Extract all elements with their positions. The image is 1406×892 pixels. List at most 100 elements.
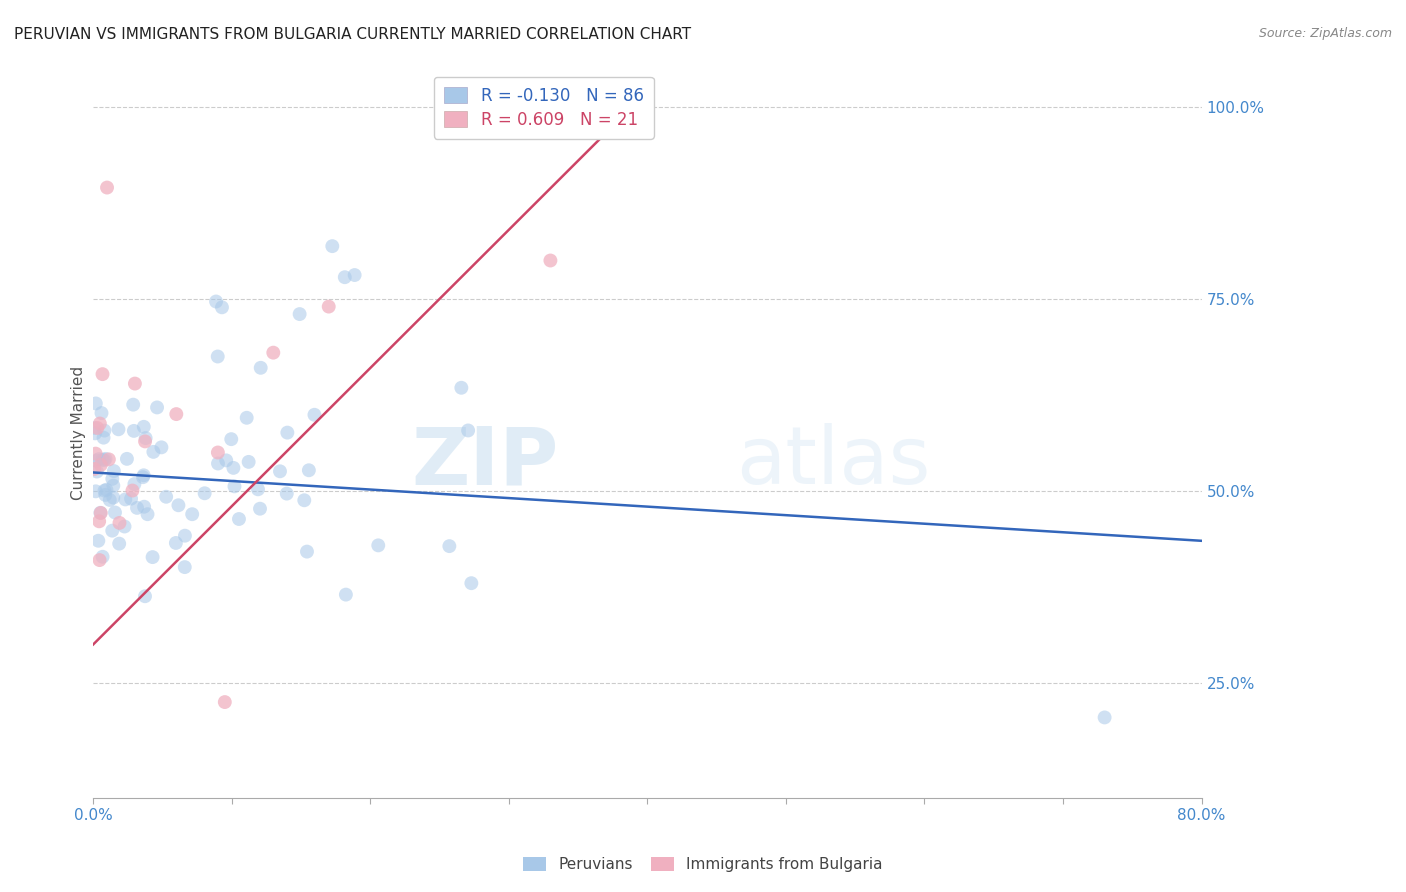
Point — [124, 477, 146, 491]
Point — [84, 426, 107, 441]
Point — [439, 539, 461, 553]
Point — [84, 484, 107, 499]
Point — [93, 424, 115, 438]
Point — [115, 451, 138, 466]
Point — [132, 419, 155, 434]
Point — [90, 506, 112, 520]
Point — [304, 408, 326, 422]
Point — [288, 307, 311, 321]
Point — [89, 553, 111, 567]
Point — [121, 483, 143, 498]
Point — [450, 381, 472, 395]
Point — [93, 483, 115, 498]
Point — [207, 457, 229, 471]
Point — [295, 544, 318, 558]
Point — [132, 468, 155, 483]
Point — [276, 425, 298, 440]
Point — [114, 492, 136, 507]
Point — [262, 345, 284, 359]
Point — [165, 536, 187, 550]
Point — [207, 350, 229, 364]
Point — [367, 538, 389, 552]
Point — [173, 560, 195, 574]
Point — [87, 452, 110, 467]
Point — [103, 478, 125, 492]
Point — [215, 453, 238, 467]
Point — [86, 453, 108, 467]
Point — [219, 432, 242, 446]
Point — [125, 500, 148, 515]
Point — [108, 536, 131, 550]
Point — [142, 550, 165, 565]
Point — [460, 576, 482, 591]
Point — [108, 516, 131, 530]
Point — [122, 424, 145, 438]
Point — [235, 410, 257, 425]
Point — [134, 589, 156, 603]
Point — [98, 492, 121, 507]
Point — [134, 500, 156, 514]
Point — [101, 524, 124, 538]
Point — [122, 398, 145, 412]
Point — [181, 507, 204, 521]
Point — [89, 506, 111, 520]
Point — [167, 498, 190, 512]
Point — [1094, 710, 1116, 724]
Point — [90, 458, 112, 472]
Point — [238, 455, 260, 469]
Point — [132, 470, 155, 484]
Point — [91, 549, 114, 564]
Point — [333, 270, 356, 285]
Point — [101, 472, 124, 486]
Point — [114, 519, 136, 533]
Point — [93, 453, 115, 467]
Point — [150, 441, 173, 455]
Point — [343, 268, 366, 282]
Point — [97, 452, 120, 467]
Point — [94, 488, 117, 502]
Point — [224, 479, 246, 493]
Point — [135, 431, 157, 445]
Point — [103, 491, 125, 505]
Text: ZIP: ZIP — [412, 424, 558, 501]
Point — [165, 407, 187, 421]
Point — [318, 300, 340, 314]
Point — [146, 401, 169, 415]
Point — [104, 506, 127, 520]
Point — [207, 445, 229, 459]
Point — [84, 396, 107, 410]
Point — [83, 462, 105, 476]
Legend: R = -0.130   N = 86, R = 0.609   N = 21: R = -0.130 N = 86, R = 0.609 N = 21 — [434, 77, 654, 138]
Point — [269, 464, 291, 478]
Point — [249, 360, 271, 375]
Point — [246, 483, 269, 497]
Point — [90, 406, 112, 420]
Point — [103, 464, 125, 478]
Point — [142, 445, 165, 459]
Point — [86, 465, 108, 479]
Point — [120, 491, 142, 506]
Point — [457, 424, 479, 438]
Point — [89, 417, 111, 431]
Point — [134, 434, 156, 449]
Text: PERUVIAN VS IMMIGRANTS FROM BULGARIA CURRENTLY MARRIED CORRELATION CHART: PERUVIAN VS IMMIGRANTS FROM BULGARIA CUR… — [14, 27, 692, 42]
Point — [107, 422, 129, 436]
Text: Source: ZipAtlas.com: Source: ZipAtlas.com — [1258, 27, 1392, 40]
Text: atlas: atlas — [737, 424, 931, 501]
Point — [155, 490, 177, 504]
Point — [91, 452, 114, 467]
Point — [335, 588, 357, 602]
Y-axis label: Currently Married: Currently Married — [72, 367, 86, 500]
Point — [87, 533, 110, 548]
Point — [94, 451, 117, 466]
Point — [194, 486, 217, 500]
Point — [298, 463, 321, 477]
Point — [84, 447, 107, 461]
Point — [83, 421, 105, 435]
Point — [174, 529, 197, 543]
Point — [91, 367, 114, 381]
Point — [136, 507, 159, 521]
Point — [249, 501, 271, 516]
Point — [96, 483, 118, 497]
Point — [214, 695, 236, 709]
